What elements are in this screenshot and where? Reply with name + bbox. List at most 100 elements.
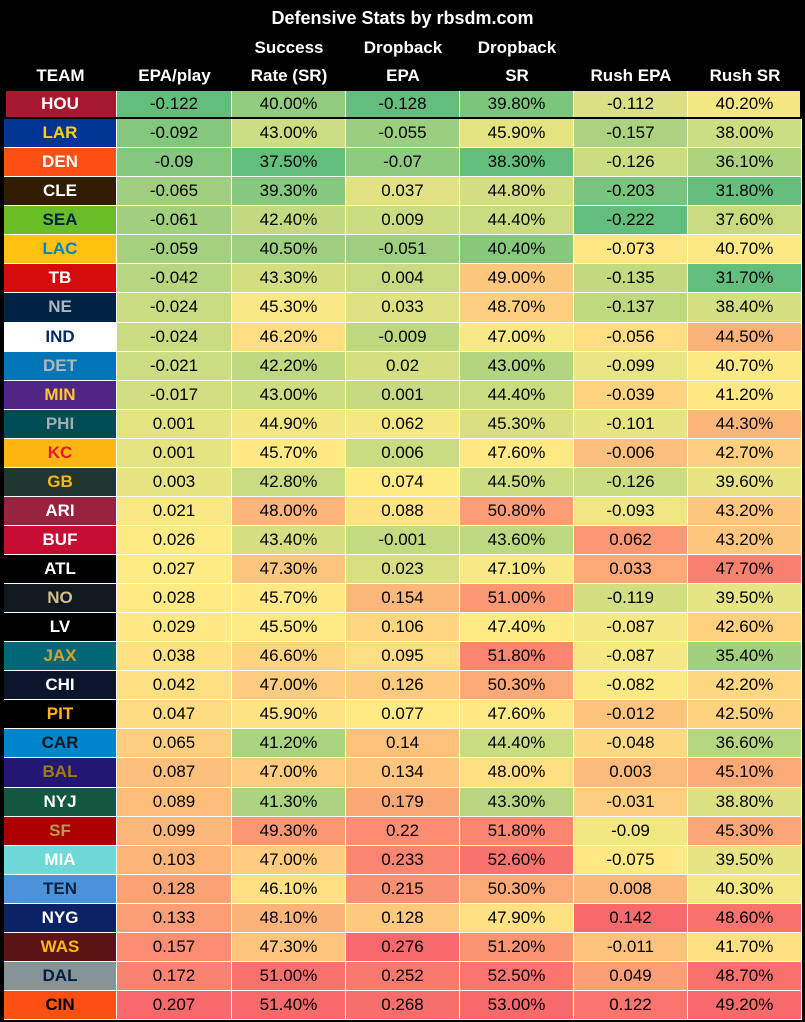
stat-cell: 51.00% bbox=[232, 961, 346, 991]
stat-cell: -0.001 bbox=[346, 525, 460, 555]
stat-cell: 0.172 bbox=[117, 961, 232, 991]
team-name: MIN bbox=[4, 380, 117, 410]
stat-cell: 49.00% bbox=[460, 264, 574, 294]
stat-cell: 43.00% bbox=[232, 380, 346, 410]
stat-cell: 47.00% bbox=[232, 671, 346, 701]
header-line: Dropback bbox=[363, 38, 443, 57]
stat-cell: 47.00% bbox=[232, 845, 346, 875]
stat-cell: 40.00% bbox=[232, 90, 346, 120]
stat-cell: 0.133 bbox=[117, 903, 232, 933]
header-line: Rate (SR) bbox=[250, 66, 328, 85]
stat-cell: 51.80% bbox=[460, 816, 574, 846]
stat-cell: 41.20% bbox=[688, 380, 802, 410]
stat-cell: 0.077 bbox=[346, 700, 460, 730]
table-title: Defensive Stats by rbsdm.com bbox=[271, 8, 534, 28]
stat-cell: 0.252 bbox=[346, 961, 460, 991]
stat-cell: -0.024 bbox=[117, 322, 232, 352]
stat-cell: 0.037 bbox=[346, 177, 460, 207]
column-header: Dropback SR bbox=[460, 34, 574, 90]
stat-cell: 0.22 bbox=[346, 816, 460, 846]
stat-cell: 0.074 bbox=[346, 467, 460, 497]
stat-cell: -0.222 bbox=[574, 206, 688, 236]
stat-cell: -0.119 bbox=[574, 584, 688, 614]
stat-cell: 44.50% bbox=[688, 322, 802, 352]
stat-cell: 44.80% bbox=[460, 177, 574, 207]
stat-cell: 47.70% bbox=[688, 555, 802, 585]
stat-cell: -0.099 bbox=[574, 351, 688, 381]
stat-cell: 0.033 bbox=[574, 555, 688, 585]
stat-cell: -0.017 bbox=[117, 380, 232, 410]
column-header: Success Rate (SR) bbox=[232, 34, 346, 90]
stat-cell: 0.062 bbox=[574, 525, 688, 555]
stat-cell: 39.50% bbox=[688, 845, 802, 875]
stat-cell: 0.207 bbox=[117, 990, 232, 1020]
stat-cell: 40.30% bbox=[688, 874, 802, 904]
stat-cell: 43.60% bbox=[460, 525, 574, 555]
stat-cell: 36.10% bbox=[688, 148, 802, 178]
stat-cell: 48.70% bbox=[688, 961, 802, 991]
team-name: TEN bbox=[4, 874, 117, 904]
stat-cell: -0.122 bbox=[117, 90, 232, 120]
stat-cell: 50.30% bbox=[460, 671, 574, 701]
stat-cell: 0.009 bbox=[346, 206, 460, 236]
stat-cell: 48.60% bbox=[688, 903, 802, 933]
stat-cell: 0.128 bbox=[117, 874, 232, 904]
stat-cell: 42.60% bbox=[688, 613, 802, 643]
team-name: TB bbox=[4, 264, 117, 294]
stat-cell: 50.80% bbox=[460, 496, 574, 526]
team-name: ARI bbox=[4, 496, 117, 526]
stat-cell: 41.20% bbox=[232, 729, 346, 759]
stat-cell: 46.20% bbox=[232, 322, 346, 352]
header-line: Dropback bbox=[477, 38, 557, 57]
stat-cell: 0.062 bbox=[346, 409, 460, 439]
stat-cell: 0.128 bbox=[346, 903, 460, 933]
stat-cell: -0.112 bbox=[574, 90, 688, 120]
stat-cell: 41.30% bbox=[232, 787, 346, 817]
team-name: PHI bbox=[4, 409, 117, 439]
stat-cell: 40.70% bbox=[688, 351, 802, 381]
column-header: Dropback EPA bbox=[346, 34, 460, 90]
stat-cell: 43.20% bbox=[688, 496, 802, 526]
stat-cell: 47.90% bbox=[460, 903, 574, 933]
header-line: TEAM bbox=[36, 66, 85, 85]
stat-cell: 0.089 bbox=[117, 787, 232, 817]
team-name: WAS bbox=[4, 932, 117, 962]
stat-cell: 0.033 bbox=[346, 293, 460, 323]
stat-cell: 37.50% bbox=[232, 148, 346, 178]
stat-cell: 38.80% bbox=[688, 787, 802, 817]
stat-cell: 42.70% bbox=[688, 438, 802, 468]
team-name: JAX bbox=[4, 642, 117, 672]
stat-cell: 0.087 bbox=[117, 758, 232, 788]
stat-cell: 40.20% bbox=[688, 90, 802, 120]
stat-cell: -0.055 bbox=[346, 119, 460, 149]
stat-cell: 45.70% bbox=[232, 584, 346, 614]
stat-cell: -0.126 bbox=[574, 467, 688, 497]
stat-cell: 47.30% bbox=[232, 932, 346, 962]
stat-cell: 0.154 bbox=[346, 584, 460, 614]
stat-cell: 51.20% bbox=[460, 932, 574, 962]
team-name: LAR bbox=[4, 119, 117, 149]
stat-cell: 0.047 bbox=[117, 700, 232, 730]
stat-cell: 0.038 bbox=[117, 642, 232, 672]
stat-cell: 0.088 bbox=[346, 496, 460, 526]
stat-cell: 0.042 bbox=[117, 671, 232, 701]
team-name: ATL bbox=[4, 555, 117, 585]
stat-cell: 0.065 bbox=[117, 729, 232, 759]
stat-cell: 51.80% bbox=[460, 642, 574, 672]
team-name: SF bbox=[4, 816, 117, 846]
stat-cell: 0.006 bbox=[346, 438, 460, 468]
stat-cell: 42.20% bbox=[688, 671, 802, 701]
stat-cell: 0.103 bbox=[117, 845, 232, 875]
team-name: GB bbox=[4, 467, 117, 497]
team-name: DET bbox=[4, 351, 117, 381]
stat-cell: -0.065 bbox=[117, 177, 232, 207]
stat-cell: 38.00% bbox=[688, 119, 802, 149]
stat-cell: 45.30% bbox=[688, 816, 802, 846]
team-name: NYJ bbox=[4, 787, 117, 817]
stat-cell: 0.276 bbox=[346, 932, 460, 962]
stat-cell: 31.80% bbox=[688, 177, 802, 207]
stat-cell: -0.031 bbox=[574, 787, 688, 817]
stat-cell: 0.008 bbox=[574, 874, 688, 904]
stat-cell: -0.07 bbox=[346, 148, 460, 178]
stat-cell: -0.012 bbox=[574, 700, 688, 730]
